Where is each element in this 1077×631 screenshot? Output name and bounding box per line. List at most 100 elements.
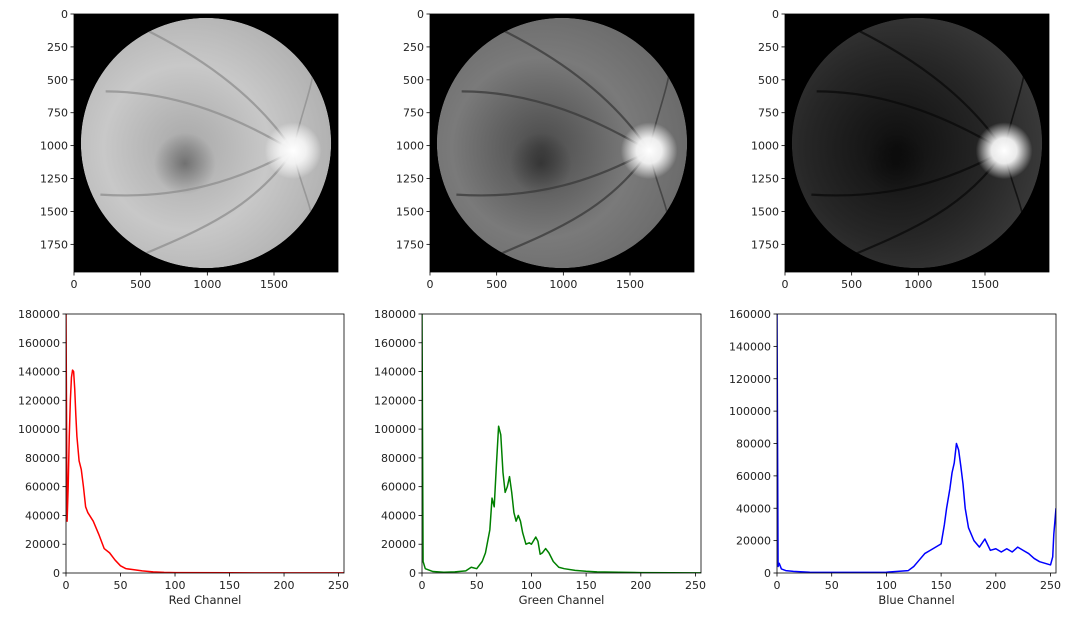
y-tick-label: 750 [758, 107, 779, 120]
y-tick-label: 0 [61, 8, 68, 21]
macula [864, 132, 927, 195]
y-tick-label: 1500 [396, 205, 424, 218]
x-tick-label: 0 [427, 278, 434, 291]
y-tick-label: 60000 [381, 481, 416, 494]
x-tick-label: 100 [521, 579, 542, 592]
x-tick-label: 1000 [904, 278, 932, 291]
x-axis-label: Green Channel [519, 593, 605, 607]
y-tick-label: 100000 [729, 405, 771, 418]
x-tick-label: 250 [328, 579, 349, 592]
x-axis-label: Blue Channel [878, 593, 954, 607]
y-tick-label: 1250 [40, 173, 68, 186]
fundus-image [80, 17, 332, 269]
x-tick-label: 1500 [971, 278, 999, 291]
macula [153, 132, 216, 195]
x-tick-label: 1500 [260, 278, 288, 291]
histogram-line [422, 314, 701, 573]
axes-background [66, 314, 344, 573]
x-tick-label: 200 [985, 579, 1006, 592]
y-tick-label: 250 [758, 41, 779, 54]
y-tick-label: 120000 [374, 394, 416, 407]
y-tick-label: 1750 [751, 238, 779, 251]
histogram-panel-1: 0 20000 40000 60000 80000 100000 120000 140000 1… [18, 308, 349, 607]
y-tick-label: 1500 [751, 205, 779, 218]
x-tick-label: 1500 [616, 278, 644, 291]
y-tick-label: 160000 [374, 337, 416, 350]
x-tick-label: 1000 [193, 278, 221, 291]
y-tick-label: 180000 [18, 308, 60, 321]
x-tick-label: 500 [130, 278, 151, 291]
y-tick-label: 60000 [25, 481, 60, 494]
x-tick-label: 200 [274, 579, 295, 592]
x-tick-label: 150 [576, 579, 597, 592]
y-tick-label: 0 [772, 8, 779, 21]
y-tick-label: 1500 [40, 205, 68, 218]
y-tick-label: 0 [417, 8, 424, 21]
y-tick-label: 1250 [751, 173, 779, 186]
histogram-panel-2: 0 20000 40000 60000 80000 100000 120000 140000 1… [374, 308, 706, 607]
axes-frame [421, 313, 702, 574]
fundus-panel-red: 0 250 500 750 1000 1250 1500 1750 0 500 1000 1500 [40, 8, 339, 291]
y-tick-label: 500 [47, 74, 68, 87]
fundus-panel-blue: 0 250 500 750 1000 1250 1500 1750 0 500 1000 1500 [751, 8, 1050, 291]
y-tick-label: 40000 [736, 502, 771, 515]
x-tick-label: 500 [841, 278, 862, 291]
y-tick-label: 0 [764, 567, 771, 580]
y-tick-label: 80000 [25, 452, 60, 465]
y-tick-label: 1750 [396, 238, 424, 251]
x-tick-label: 0 [782, 278, 789, 291]
y-tick-label: 20000 [381, 538, 416, 551]
x-tick-label: 150 [931, 579, 952, 592]
x-tick-label: 150 [219, 579, 240, 592]
histogram-line [777, 314, 1056, 573]
histogram-panel-3: 0 20000 40000 60000 80000 100000 120000 140000 1… [729, 308, 1061, 607]
y-tick-label: 250 [47, 41, 68, 54]
fundus-image [436, 17, 688, 269]
y-tick-label: 140000 [18, 366, 60, 379]
x-tick-label: 50 [825, 579, 839, 592]
y-tick-label: 250 [403, 41, 424, 54]
x-axis-label: Red Channel [169, 593, 242, 607]
y-tick-label: 140000 [374, 366, 416, 379]
y-tick-label: 0 [53, 567, 60, 580]
axes-frame [65, 313, 345, 574]
x-tick-label: 50 [114, 579, 128, 592]
x-tick-label: 500 [486, 278, 507, 291]
y-tick-label: 20000 [736, 535, 771, 548]
x-tick-label: 250 [685, 579, 706, 592]
y-tick-label: 120000 [729, 373, 771, 386]
y-tick-label: 40000 [25, 509, 60, 522]
y-tick-label: 100000 [18, 423, 60, 436]
x-tick-label: 50 [470, 579, 484, 592]
x-tick-label: 0 [419, 579, 426, 592]
y-tick-label: 140000 [729, 340, 771, 353]
y-tick-label: 20000 [25, 538, 60, 551]
fundus-panel-green: 0 250 500 750 1000 1250 1500 1750 0 500 1000 1500 [396, 8, 695, 291]
histogram-line [66, 314, 344, 573]
y-tick-label: 1000 [396, 140, 424, 153]
y-tick-label: 120000 [18, 394, 60, 407]
axes-background [422, 314, 701, 573]
x-tick-label: 100 [165, 579, 186, 592]
y-tick-label: 160000 [18, 337, 60, 350]
fundus-image [791, 17, 1043, 269]
y-tick-label: 80000 [381, 452, 416, 465]
axes-frame [73, 13, 339, 273]
x-tick-label: 100 [876, 579, 897, 592]
axes-background [777, 314, 1056, 573]
x-tick-label: 0 [63, 579, 70, 592]
y-tick-label: 1750 [40, 238, 68, 251]
y-tick-label: 500 [758, 74, 779, 87]
y-tick-label: 60000 [736, 470, 771, 483]
y-tick-label: 500 [403, 74, 424, 87]
x-tick-label: 0 [774, 579, 781, 592]
optic-disc [975, 122, 1033, 180]
y-tick-label: 1000 [40, 140, 68, 153]
axes-frame [429, 13, 695, 273]
x-tick-label: 200 [630, 579, 651, 592]
x-tick-label: 0 [71, 278, 78, 291]
optic-disc [620, 122, 678, 180]
macula [509, 132, 572, 195]
